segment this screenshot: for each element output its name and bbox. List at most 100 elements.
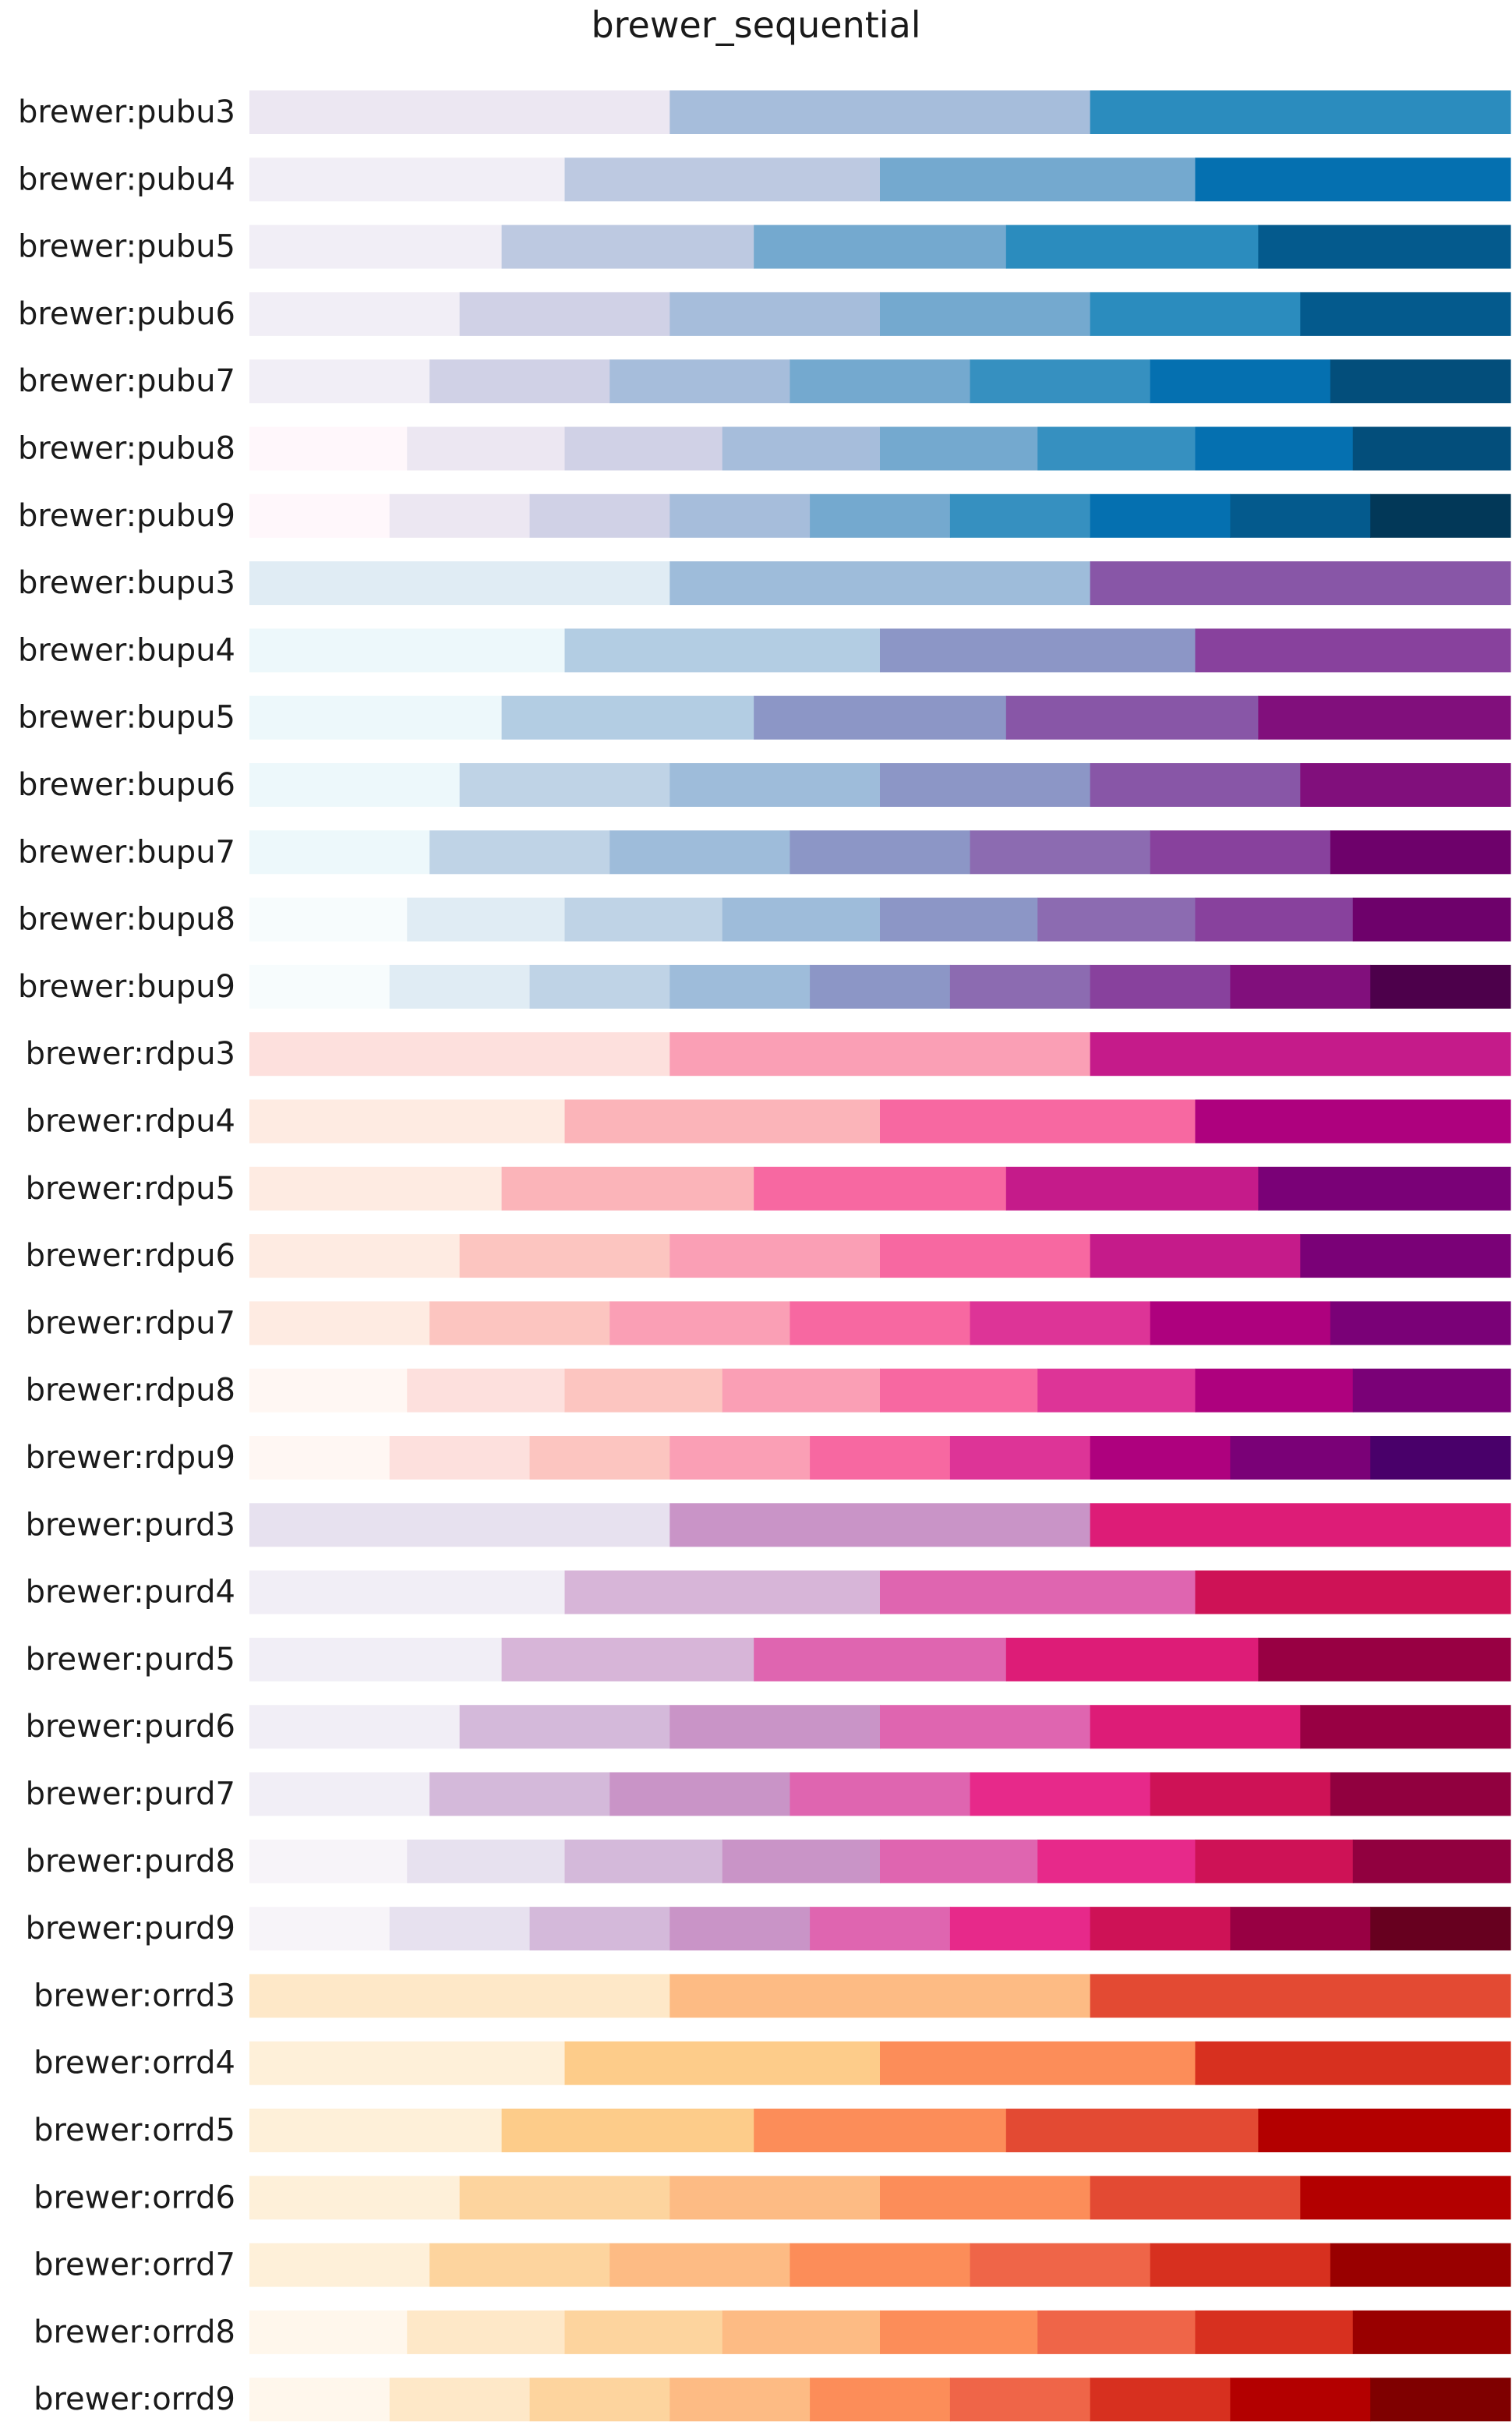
color-swatch: [1370, 493, 1511, 538]
color-swatch: [880, 1234, 1091, 1278]
color-swatch: [1230, 493, 1371, 538]
color-swatch: [949, 493, 1091, 538]
color-swatch: [564, 897, 723, 942]
color-swatch: [429, 1301, 610, 1345]
color-swatch: [949, 1907, 1091, 1951]
color-swatch: [249, 695, 503, 740]
color-swatch: [669, 1974, 1091, 2018]
color-swatch: [1195, 1368, 1354, 1413]
color-swatch: [1090, 1032, 1511, 1077]
color-swatch: [389, 493, 531, 538]
color-swatch: [1090, 1907, 1231, 1951]
color-swatch: [609, 359, 791, 404]
color-swatch: [249, 1637, 503, 1681]
palette-row: brewer:pubu9: [18, 493, 1511, 538]
palette-row: brewer:rdpu4: [26, 1099, 1511, 1144]
color-swatch: [722, 426, 881, 471]
palette-row: brewer:rdpu7: [26, 1301, 1511, 1345]
color-swatch: [249, 2243, 430, 2287]
color-swatch: [790, 2243, 971, 2287]
color-swatch: [1370, 964, 1511, 1009]
color-swatch: [501, 225, 754, 269]
color-swatch: [880, 2041, 1196, 2085]
color-swatch: [249, 763, 461, 807]
color-swatch: [880, 292, 1091, 336]
palette-row: brewer:pubu3: [18, 90, 1511, 134]
row-label: brewer:pubu5: [18, 229, 235, 265]
color-swatch: [810, 493, 951, 538]
color-swatch: [249, 292, 461, 336]
color-swatch: [564, 628, 881, 673]
color-swatch: [1370, 2378, 1511, 2422]
color-swatch: [249, 561, 670, 606]
color-swatch: [754, 695, 1007, 740]
color-swatch: [501, 1637, 754, 1681]
row-label: brewer:orrd4: [34, 2045, 235, 2081]
color-swatch: [249, 1099, 566, 1144]
color-swatch: [407, 426, 566, 471]
palette-row: brewer:bupu5: [18, 695, 1511, 740]
color-swatch: [249, 1772, 430, 1816]
row-label: brewer:pubu7: [18, 363, 235, 399]
color-swatch: [501, 695, 754, 740]
row-label: brewer:bupu7: [18, 834, 235, 870]
color-swatch: [249, 1166, 503, 1211]
color-swatch: [249, 628, 566, 673]
palette-row: brewer:pubu8: [18, 426, 1511, 471]
color-swatch: [810, 2378, 951, 2422]
color-swatch: [249, 1234, 461, 1278]
color-swatch: [564, 1839, 723, 1883]
color-swatch: [754, 1166, 1007, 1211]
palette-row: brewer:purd9: [26, 1907, 1511, 1951]
color-swatch: [389, 964, 531, 1009]
row-label: brewer:rdpu3: [26, 1036, 235, 1072]
color-swatch: [529, 1436, 670, 1480]
color-swatch: [407, 1368, 566, 1413]
palette-row: brewer:pubu6: [18, 292, 1511, 336]
color-swatch: [1300, 2176, 1511, 2220]
color-swatch: [1230, 964, 1371, 1009]
color-swatch: [1090, 1234, 1301, 1278]
row-label: brewer:rdpu6: [26, 1238, 235, 1274]
row-label: brewer:orrd8: [34, 2314, 235, 2350]
color-swatch: [564, 1099, 881, 1144]
row-label: brewer:rdpu5: [26, 1171, 235, 1207]
color-swatch: [407, 2310, 566, 2354]
color-swatch: [564, 1570, 881, 1614]
color-swatch: [1195, 2041, 1511, 2085]
color-swatch: [1330, 359, 1511, 404]
palette-row: brewer:rdpu5: [26, 1166, 1511, 1211]
color-swatch: [970, 1301, 1151, 1345]
color-swatch: [249, 225, 503, 269]
color-swatch: [810, 1436, 951, 1480]
color-swatch: [790, 830, 971, 875]
row-label: brewer:orrd9: [34, 2381, 235, 2417]
row-label: brewer:orrd5: [34, 2113, 235, 2148]
color-swatch: [1300, 763, 1511, 807]
color-swatch: [501, 2109, 754, 2152]
color-swatch: [1090, 1705, 1301, 1749]
color-swatch: [1195, 628, 1511, 673]
palette-row: brewer:rdpu6: [26, 1234, 1511, 1278]
color-swatch: [1258, 695, 1511, 740]
color-swatch: [1195, 1099, 1511, 1144]
color-swatch: [529, 964, 670, 1009]
color-swatch: [501, 1166, 754, 1211]
row-label: brewer:bupu8: [18, 902, 235, 938]
palette-row: brewer:orrd6: [34, 2176, 1511, 2220]
color-swatch: [669, 1503, 1091, 1547]
color-swatch: [970, 830, 1151, 875]
palette-row: brewer:bupu8: [18, 897, 1511, 942]
color-swatch: [1005, 2109, 1259, 2152]
color-swatch: [429, 2243, 610, 2287]
color-swatch: [1195, 426, 1354, 471]
color-swatch: [1230, 2378, 1371, 2422]
color-swatch: [1150, 2243, 1331, 2287]
color-swatch: [880, 897, 1038, 942]
color-swatch: [949, 964, 1091, 1009]
color-swatch: [249, 90, 670, 134]
color-swatch: [722, 897, 881, 942]
color-swatch: [1090, 2378, 1231, 2422]
color-swatch: [389, 1436, 531, 1480]
color-swatch: [459, 1234, 670, 1278]
